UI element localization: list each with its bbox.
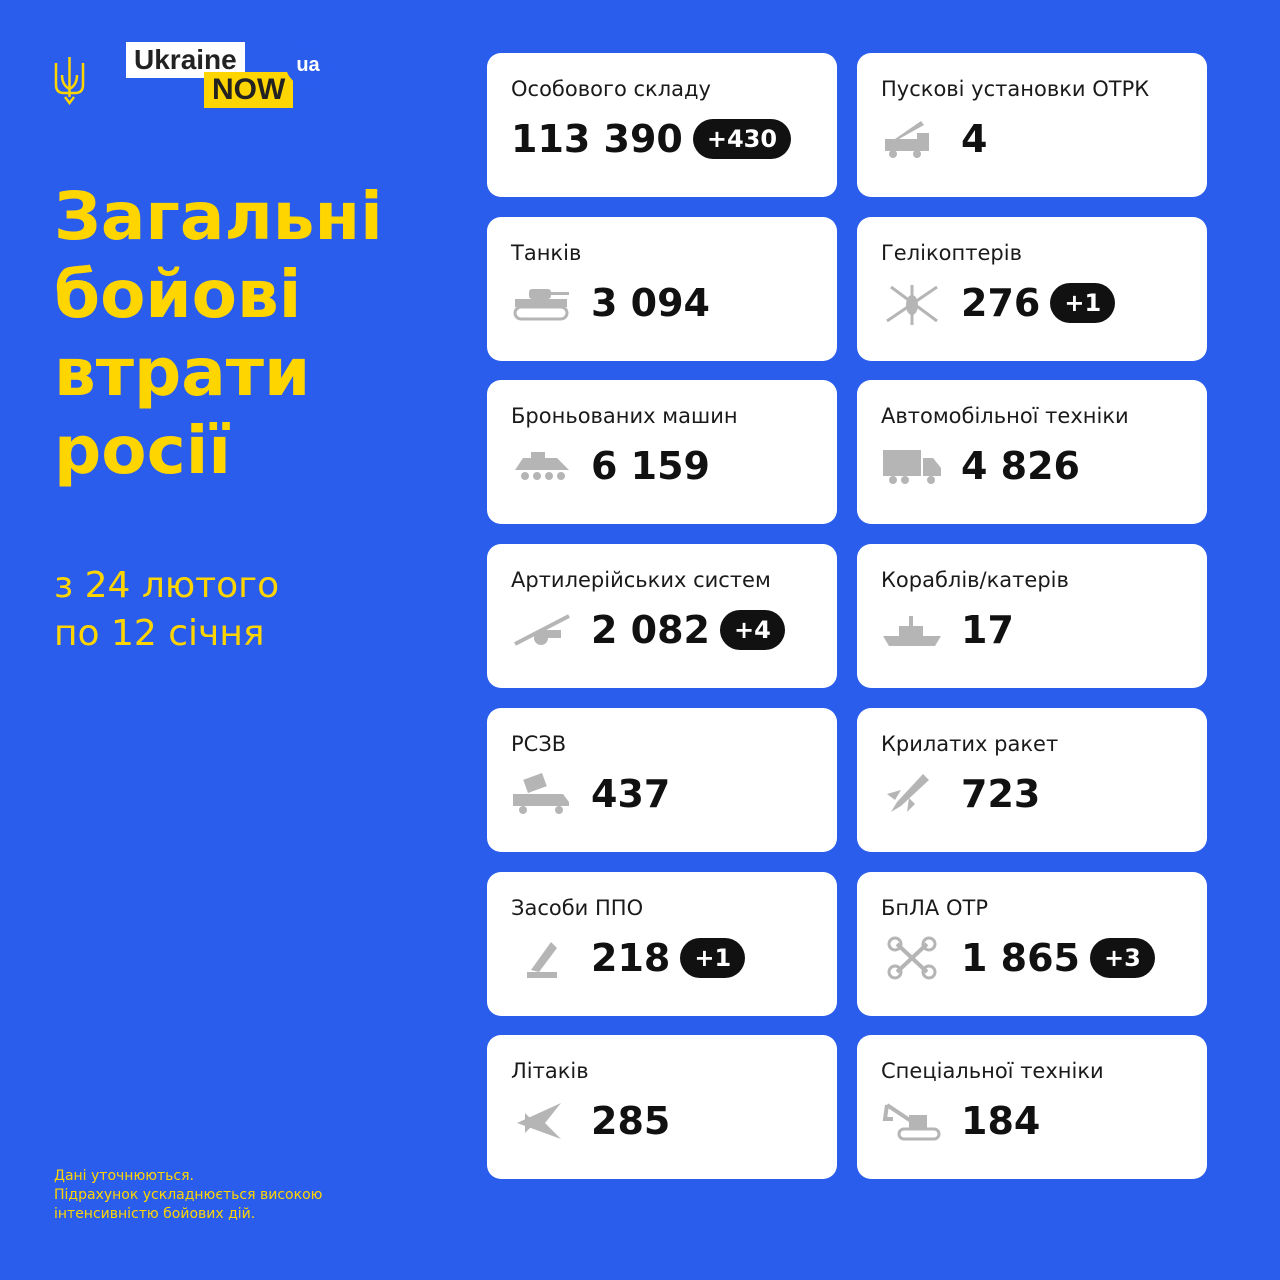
stat-label: Спеціальної техніки [881,1059,1104,1083]
title-line: росії [54,412,231,489]
logo-text-now: NOW [204,72,294,108]
artillery-icon [514,614,570,646]
footnote-line: Дані уточнюються. [54,1168,194,1184]
stat-label: Крилатих ракет [881,732,1059,756]
stat-value: 6 159 [591,444,710,488]
stat-value: 184 [961,1099,1041,1143]
stat-row: 285 [511,1099,670,1143]
stat-value: 285 [591,1099,671,1143]
stat-row: 6 159 [511,444,710,488]
stat-row: 723 [881,772,1040,816]
stat-value: 4 826 [961,444,1080,488]
stat-label: Артилерійських систем [511,568,771,592]
stat-value: 437 [591,772,671,816]
title-line: втрати [54,334,311,411]
apc-icon [515,452,569,480]
stat-card: Крилатих ракет 723 [857,708,1207,852]
excavator-icon [882,1103,941,1141]
delta-badge: +4 [720,610,785,650]
stat-row: 17 [881,608,1014,652]
stat-row: 437 [511,772,670,816]
stat-card: БпЛА ОТР 1 865 +3 [857,872,1207,1016]
stat-card: Броньованих машин 6 159 [487,380,837,524]
delta-badge: +430 [692,119,792,159]
stat-row: 184 [881,1099,1040,1143]
delta-badge: +1 [1050,283,1116,323]
stat-card: Автомобільної техніки 4 826 [857,380,1207,524]
stat-value: 2 082 [591,608,710,652]
stat-row: 2 082 +4 [511,608,785,652]
date-range-to: по 12 січня [54,613,265,654]
stat-label: РСЗВ [511,732,567,756]
title-line: Загальні [54,178,383,255]
stat-row: 276 +1 [881,281,1116,325]
missile-launcher-icon [885,121,929,158]
stat-value: 3 094 [591,281,710,325]
stat-value: 4 [961,117,988,161]
stat-label: Кораблів/катерів [881,568,1069,592]
stat-card: Особового складу 113 390 +430 [487,53,837,197]
ukraine-now-logo: Ukraine NOW ua [126,42,336,112]
stat-row: 4 [881,117,987,161]
stat-row: 3 094 [511,281,710,325]
stat-value: 17 [961,608,1014,652]
drone-icon [887,936,937,980]
stat-card: РСЗВ 437 [487,708,837,852]
stat-card: Гелікоптерів 276 +1 [857,217,1207,361]
footnote: Дані уточнюються. Підрахунок ускладнюєть… [54,1167,322,1224]
trident-icon [54,57,85,105]
stat-row: 218 +1 [511,936,746,980]
title-line: бойові [54,256,302,333]
stat-value: 276 [961,281,1041,325]
stat-card: Спеціальної техніки 184 [857,1035,1207,1179]
logo-text: Ukraine [126,42,245,78]
stat-card: Пускові установки ОТРК 4 [857,53,1207,197]
logo-badge: ua [286,46,330,86]
stat-value: 113 390 [511,117,683,161]
stat-row: 4 826 [881,444,1080,488]
delta-badge: +1 [680,938,746,978]
stat-label: Засоби ППО [511,896,644,920]
plane-icon [517,1103,561,1139]
mlrs-icon [513,773,569,814]
stat-card: Засоби ППО 218 +1 [487,872,837,1016]
stat-label: Літаків [511,1059,589,1083]
helicopter-icon [886,285,938,325]
cruise-missile-icon [887,774,929,812]
delta-badge: +3 [1090,938,1155,978]
air-defense-icon [527,942,557,978]
stat-label: БпЛА ОТР [881,896,988,920]
truck-icon [883,450,941,484]
stat-label: Танків [511,241,582,265]
stat-card: Артилерійських систем 2 082 +4 [487,544,837,688]
stat-value: 1 865 [961,936,1080,980]
stat-card: Танків 3 094 [487,217,837,361]
stat-row: 1 865 +3 [881,936,1155,980]
stat-label: Пускові установки ОТРК [881,77,1150,101]
footnote-line: інтенсивністю бойових дій. [54,1206,256,1222]
stat-label: Автомобільної техніки [881,404,1129,428]
ship-icon [883,616,941,646]
stat-label: Гелікоптерів [881,241,1022,265]
tank-icon [513,289,569,321]
stat-label: Особового складу [511,77,711,101]
footnote-line: Підрахунок ускладнюється високою [54,1187,323,1203]
date-range: з 24 лютого по 12 січня [54,562,279,658]
page-title: Загальні бойові втрати росії [54,178,383,490]
stat-value: 723 [961,772,1041,816]
stat-value: 218 [591,936,671,980]
stat-label: Броньованих машин [511,404,738,428]
stat-row: 113 390 +430 [511,117,792,161]
stat-card: Кораблів/катерів 17 [857,544,1207,688]
stat-card: Літаків 285 [487,1035,837,1179]
date-range-from: з 24 лютого [54,565,280,606]
